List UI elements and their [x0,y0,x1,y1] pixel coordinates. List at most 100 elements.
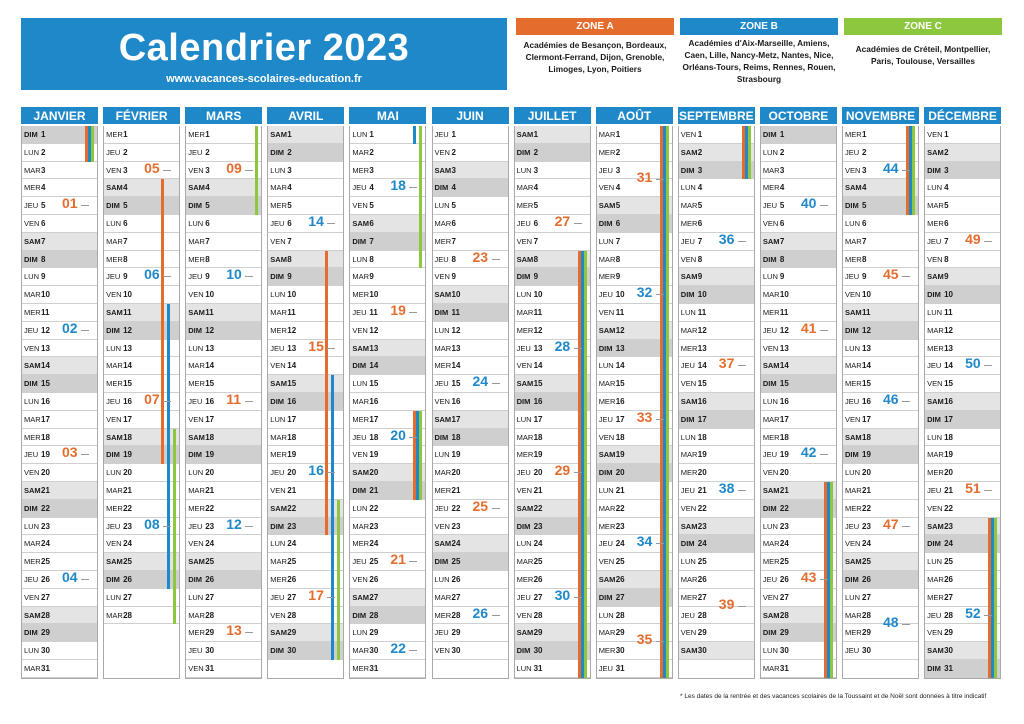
day-number: 27 [944,592,953,602]
day-cell: VEN 14 [268,357,344,376]
day-cell: SAM7 [22,232,97,251]
day-cell: SAM15 [514,375,590,393]
day-cell: MAR8 [596,251,672,269]
day-number: 28 [369,610,379,620]
day-number: 4 [41,183,46,193]
weekday-label: SAM [927,396,944,406]
month-column-8: SEPTEMBRE VEN 1 SAM2 DIM 3 LUN 4 MAR5 MER6 JEU 7 VEN… [677,107,755,679]
weekday-label: LUN [598,236,614,246]
weekday-label: SAM [270,628,287,638]
weekday-label: DIM [680,165,695,175]
weekday-label: JEU [927,485,942,495]
weekday-label: VEN [927,628,943,638]
holiday-bar [85,126,94,162]
day-cell: LUN 23 [760,518,836,536]
weekday-label: MAR [270,307,287,317]
day-cell: SAM18 [186,428,262,447]
weekday-label: DIM [598,218,613,228]
zone-b-label: ZONE B [680,18,838,35]
day-cell: LUN 10 [514,286,590,304]
weekday-label: SAM [845,432,862,442]
weekday-label: LUN [352,379,368,389]
day-number: 29 [944,628,953,638]
day-cell: VEN 19 [350,446,426,465]
day-number: 29 [205,628,215,638]
day-number: 14 [697,361,707,371]
week-tick [327,347,336,349]
day-cell: LUN 4 [678,179,754,198]
weekday-label: DIM [762,628,777,638]
day-cell: LUN 25 [925,553,1001,571]
weekday-label: JEU [762,450,778,460]
day-number: 9 [615,272,621,282]
day-cell: MAR19 [925,446,1001,465]
day-cell: LUN 4 [925,179,1001,198]
day-cell: MER18 [22,429,97,447]
day-cell: DIM 17 [678,410,754,429]
weekday-label: VEN [188,414,204,424]
weekday-label: VEN [845,290,861,300]
week-number: 28 [554,337,571,354]
day-number: 29 [533,628,543,638]
month-days: LUN 1 MAR2 MER3 JEU 4 VEN 5 SAM6 DIM 7 LUN 8 MAR9 MER1… [349,126,427,679]
week-number: 40 [800,195,817,212]
week-tick [327,596,336,598]
day-cell: JEU 9 [843,268,918,287]
weekday-label: JEU [598,290,613,300]
day-number: 1 [123,130,128,139]
day-number: 28 [287,610,297,620]
day-number: 23 [862,521,871,531]
weekday-label: SAM [762,610,780,620]
day-cell: LUN 7 [596,233,672,251]
day-cell: SAM25 [186,553,262,571]
weekday-label: MER [845,130,862,139]
weekday-label: JEU [680,485,695,495]
week-tick [409,650,418,652]
month-header: MAI [349,107,427,126]
day-number: 14 [123,361,132,371]
day-number: 22 [369,503,379,513]
day-number: 12 [369,325,379,335]
day-cell: MAR4 [514,179,590,198]
day-number: 13 [41,343,50,353]
day-number: 29 [369,628,379,638]
day-number: 6 [779,218,785,228]
day-cell: JEU 11 [350,304,426,322]
weekday-label: JEU [927,610,942,620]
day-number: 14 [944,361,953,371]
weekday-label: JEU [352,183,367,193]
day-number: 31 [533,663,543,673]
weekday-label: SAM [516,130,534,139]
day-number: 5 [697,201,703,211]
day-number: 16 [779,396,789,406]
day-number: 13 [779,343,789,353]
day-cell: DIM 1 [760,126,836,144]
day-cell: VEN 17 [104,411,180,429]
day-cell: SAM11 [186,303,262,322]
weekday-label: MER [270,450,287,460]
weekday-label: MAR [680,574,698,584]
week-number: 37 [718,355,735,372]
day-cell: MAR19 [678,446,754,465]
week-tick [573,223,582,224]
day-cell: VEN 22 [678,500,754,518]
day-number: 2 [779,147,785,157]
month-column-3: AVRIL SAM1 DIM 2 LUN 3 MAR4 MER5 JEU 6 VEN 7 SAM8 DIM… [267,107,345,679]
day-cell: DIM 10 [925,286,1001,304]
day-cell: MAR10 [760,286,836,304]
day-cell: JEU 24 [596,535,672,554]
day-cell: VEN 16 [432,393,508,411]
day-number: 22 [615,503,625,513]
month-header: MARS [185,107,263,126]
day-cell: DIM 8 [760,250,836,269]
weekday-label: SAM [845,183,862,193]
weekday-label: MAR [598,628,616,638]
day-number: 14 [615,361,625,371]
day-cell: SAM29 [268,624,344,643]
week-number: 21 [390,551,406,568]
day-number: 13 [944,343,953,353]
day-number: 18 [862,432,871,442]
weekday-label: MER [106,130,123,139]
weekday-label: VEN [516,361,533,371]
weekday-label: MAR [927,325,944,335]
